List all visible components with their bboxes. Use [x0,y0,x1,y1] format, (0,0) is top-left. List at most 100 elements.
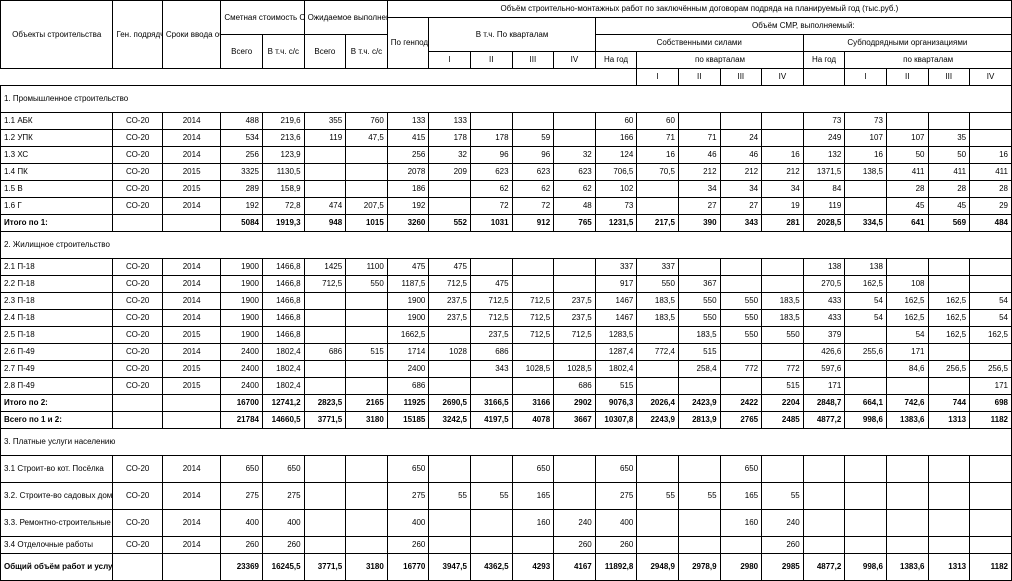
cell: 1015 [346,215,388,232]
cell: 1313 [928,412,970,429]
cell: 343 [720,215,762,232]
cell: 249 [803,130,845,147]
cell [678,510,720,537]
cell: 72 [512,198,554,215]
cell: 32 [429,147,471,164]
cell: 1466,8 [262,310,304,327]
cell: 712,5 [512,310,554,327]
cell [637,378,679,395]
cell: 3166 [512,395,554,412]
cell [886,378,928,395]
cell: 550 [678,310,720,327]
cell [637,537,679,554]
cell: 96 [512,147,554,164]
cell: 11892,8 [595,554,637,581]
col-q4: IV [554,52,596,69]
cell: 107 [886,130,928,147]
cell: 1187,5 [387,276,429,293]
cell: 21784 [221,412,263,429]
cell [554,276,596,293]
cell [886,510,928,537]
cell: 550 [720,310,762,327]
cell [845,361,887,378]
cell: 650 [387,456,429,483]
cell [637,327,679,344]
cell: 16245,5 [262,554,304,581]
cell [512,344,554,361]
cell: 256 [221,147,263,164]
table-row: 3.2. Строите-во садовых домовСО-20201427… [1,483,1012,510]
cell: 2015 [162,181,220,198]
cell: 50 [928,147,970,164]
cell: 515 [595,378,637,395]
cell: 4078 [512,412,554,429]
cell: 686 [470,344,512,361]
cell: 998,6 [845,412,887,429]
cell [637,510,679,537]
cell: 712,5 [470,293,512,310]
cell: 138,5 [845,164,887,181]
cell: 162,5 [928,327,970,344]
cell [346,181,388,198]
section-1-total: Итого по 1:50841919,39481015326055210319… [1,215,1012,232]
cell [346,327,388,344]
cell: 2422 [720,395,762,412]
cell: 183,5 [762,310,804,327]
cell: 183,5 [762,293,804,310]
col-sub-q1: I [845,69,887,86]
cell: 178 [429,130,471,147]
cell: 54 [970,310,1012,327]
cell: 550 [762,327,804,344]
cell: 1371,5 [803,164,845,181]
cell: СО-20 [113,259,162,276]
cell: 48 [554,198,596,215]
cell [346,164,388,181]
cell: 390 [678,215,720,232]
cell: 2902 [554,395,596,412]
cell: СО-20 [113,344,162,361]
cell: 2014 [162,456,220,483]
cell [304,361,346,378]
cell: 475 [429,259,471,276]
cell: 119 [803,198,845,215]
cell: 260 [262,537,304,554]
row-name: 3.1 Строит-во кот. Посёлка [1,456,113,483]
cell [762,456,804,483]
cell: 14660,5 [262,412,304,429]
cell: 1802,4 [262,361,304,378]
cell: 260 [387,537,429,554]
cell: 3260 [387,215,429,232]
cell: 240 [554,510,596,537]
cell [554,259,596,276]
cell [970,537,1012,554]
cell: СО-20 [113,198,162,215]
cell: 488 [221,113,263,130]
cell: 217,5 [637,215,679,232]
col-own-q3: III [720,69,762,86]
row-name: 2.6 П-49 [1,344,113,361]
cell: 123,9 [262,147,304,164]
col-contractor: Ген. подрядчик [113,1,162,69]
cell: 45 [886,198,928,215]
cell: 2980 [720,554,762,581]
cell: 256,5 [928,361,970,378]
cell: 484 [970,215,1012,232]
cell: 1900 [387,293,429,310]
cell: 2485 [762,412,804,429]
cell: 4877,2 [803,554,845,581]
cell: 5084 [221,215,263,232]
cell: 2015 [162,164,220,181]
cell: 46 [720,147,762,164]
cell [803,510,845,537]
cell: СО-20 [113,378,162,395]
cell [845,378,887,395]
cell [429,361,471,378]
cell: 281 [762,215,804,232]
cell: 550 [678,293,720,310]
cell [470,537,512,554]
cell: 275 [595,483,637,510]
cell: 27 [678,198,720,215]
table-row: 2.3 П-18СО-20201419001466,81900237,5712,… [1,293,1012,310]
col-q2: II [470,52,512,69]
row-name: 1.4 ПК [1,164,113,181]
